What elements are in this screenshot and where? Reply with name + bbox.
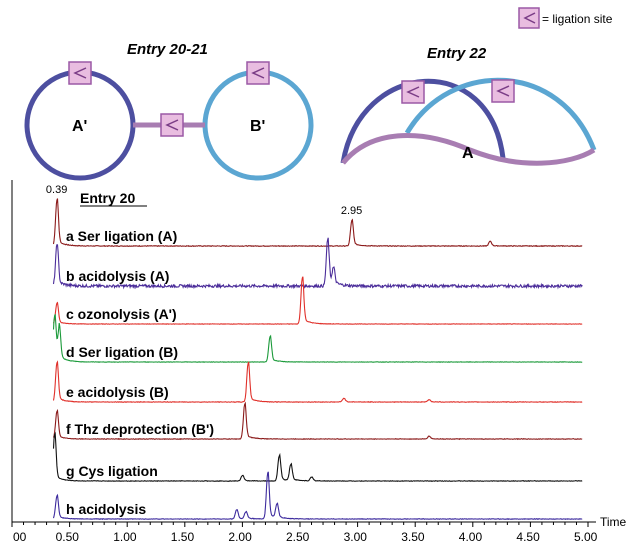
trace-label-a: a Ser ligation (A) bbox=[66, 228, 177, 244]
peak-annotation: 0.39 bbox=[46, 184, 67, 196]
backbone-a bbox=[341, 133, 596, 166]
x-tick-label: 2.50 bbox=[286, 530, 310, 544]
trace-label-c: c ozonolysis (A') bbox=[66, 306, 177, 322]
x-tick-label: 4.50 bbox=[516, 530, 540, 544]
x-tick-label: 00 bbox=[13, 530, 27, 544]
schematic-entry-20-21: Entry 20-21 A' B' bbox=[24, 41, 314, 181]
ligation-site-icon bbox=[246, 61, 270, 85]
annotations: 0.39 2.95 bbox=[46, 184, 362, 217]
trace-b bbox=[52, 237, 583, 290]
x-tick-label: 2.00 bbox=[228, 530, 252, 544]
trace-c bbox=[52, 276, 583, 325]
x-tick-label: 0.50 bbox=[56, 530, 80, 544]
legend-text: = ligation site bbox=[542, 12, 613, 26]
ligation-site-icon bbox=[491, 79, 515, 103]
trace-label-f: f Thz deprotection (B') bbox=[66, 421, 214, 437]
trace-f bbox=[52, 401, 583, 441]
x-tick-label: 4.00 bbox=[459, 530, 483, 544]
ligation-site-icon bbox=[68, 61, 92, 85]
x-axis-label: Time bbox=[600, 515, 627, 529]
trace-a bbox=[52, 198, 583, 248]
ring-label-b-prime-text: B' bbox=[250, 118, 265, 135]
trace-label-g: g Cys ligation bbox=[66, 463, 158, 479]
x-tick-label: 3.50 bbox=[401, 530, 425, 544]
x-ticks: 00 0.50 1.00 1.50 2.00 2.50 3.00 3.50 4.00 4.50 5.… bbox=[11, 522, 598, 544]
chromatogram: Entry 20 Time 00 0.50 1.00 1.50 2.00 2.50 3.00… bbox=[11, 180, 627, 544]
trace-label-b: b acidolysis (A) bbox=[66, 268, 169, 284]
entry-20-21-title: Entry 20-21 bbox=[127, 41, 208, 58]
ligation-site-icon bbox=[160, 113, 184, 137]
backbone-label-a: A bbox=[462, 145, 474, 162]
trace-g bbox=[52, 431, 583, 483]
x-tick-label: 3.00 bbox=[344, 530, 368, 544]
x-tick-label: 5.00 bbox=[574, 530, 598, 544]
entry-22-title: Entry 22 bbox=[427, 45, 487, 62]
peak-annotation: 2.95 bbox=[341, 205, 362, 217]
schematic-entry-22: Entry 22 A bbox=[340, 45, 597, 166]
trace-e bbox=[52, 360, 583, 404]
trace-label-h: h acidolysis bbox=[66, 501, 146, 517]
traces: a Ser ligation (A) b acidolysis (A) c ozon… bbox=[52, 198, 583, 521]
ring-label-a-prime: A' bbox=[72, 118, 87, 135]
x-tick-label: 1.50 bbox=[171, 530, 195, 544]
trace-label-d: d Ser ligation (B) bbox=[66, 344, 178, 360]
legend: = ligation site bbox=[518, 7, 613, 29]
x-tick-label: 1.00 bbox=[113, 530, 137, 544]
chart-header: Entry 20 bbox=[80, 190, 135, 206]
trace-label-e: e acidolysis (B) bbox=[66, 384, 169, 400]
ligation-site-icon bbox=[518, 7, 540, 29]
ligation-site-icon bbox=[401, 80, 425, 104]
trace-d bbox=[52, 314, 583, 363]
trace-h bbox=[52, 471, 583, 521]
